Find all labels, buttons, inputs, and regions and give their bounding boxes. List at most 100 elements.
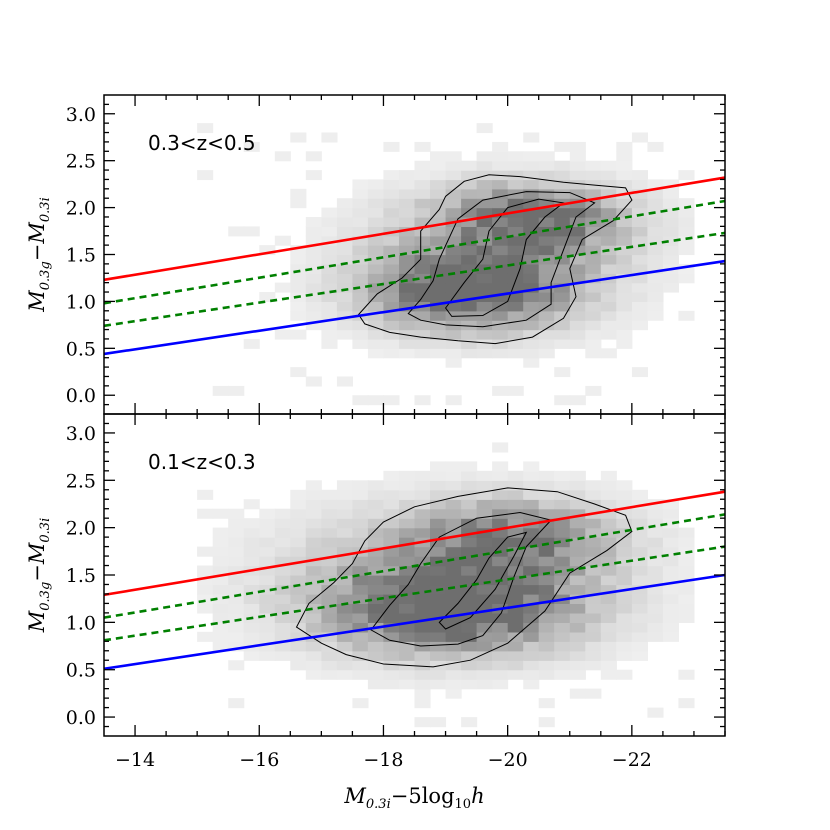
density-cell: [259, 546, 276, 557]
density-cell: [383, 320, 400, 331]
density-cell: [461, 245, 478, 256]
density-cell: [476, 123, 493, 134]
density-cell: [616, 669, 633, 680]
density-cell: [616, 160, 633, 171]
density-cell: [290, 537, 307, 548]
density-cell: [554, 292, 571, 302]
density-cell: [492, 226, 509, 237]
density-cell: [352, 641, 369, 652]
density-cell: [662, 235, 679, 246]
density-cell: [492, 254, 509, 265]
density-cell: [476, 160, 493, 171]
density-cell: [274, 537, 291, 548]
density-cell: [507, 170, 524, 181]
density-cell: [492, 556, 509, 567]
density-cell: [243, 584, 260, 595]
density-cell: [274, 508, 291, 519]
density-cell: [274, 622, 291, 633]
density-contour: [370, 511, 553, 647]
density-cell: [507, 584, 524, 595]
density-cell: [414, 263, 431, 274]
density-cell: [507, 518, 524, 529]
density-cell: [383, 198, 400, 209]
density-cell: [352, 669, 369, 680]
density-cell: [336, 593, 353, 604]
density-cell: [678, 217, 695, 227]
density-cell: [383, 273, 400, 284]
density-cell: [259, 292, 276, 302]
density-cell: [383, 584, 400, 595]
density-cell: [399, 565, 416, 576]
density-cell: [600, 527, 617, 538]
density-cell: [321, 292, 338, 302]
density-cell: [631, 499, 648, 510]
density-cell: [197, 584, 214, 595]
density-cell: [538, 660, 555, 671]
density-cell: [507, 499, 524, 510]
density-cell: [647, 575, 664, 586]
density-cell: [197, 170, 214, 181]
density-cell: [336, 603, 353, 614]
density-cell: [305, 622, 322, 633]
density-cell: [507, 226, 524, 237]
density-cell: [585, 245, 602, 256]
density-cell: [600, 329, 617, 340]
density-cell: [631, 170, 648, 181]
density-cell: [492, 518, 509, 529]
density-cell: [538, 301, 555, 312]
density-cell: [228, 508, 245, 519]
density-cell: [492, 273, 509, 284]
density-cell: [492, 442, 509, 453]
density-contour: [295, 487, 633, 668]
density-cell: [336, 584, 353, 595]
density-cell: [569, 263, 586, 274]
density-cell: [399, 480, 416, 491]
density-cell: [383, 499, 400, 510]
top-panel-redshift-label: 0.3<z<0.5: [148, 131, 256, 155]
density-cell: [569, 207, 586, 218]
density-cell: [259, 612, 276, 623]
density-cell: [228, 546, 245, 557]
density-cell: [600, 499, 617, 510]
density-cell: [647, 263, 664, 274]
density-cell: [523, 245, 540, 256]
density-cell: [321, 641, 338, 652]
density-cell: [414, 489, 431, 500]
density-cell: [554, 660, 571, 671]
density-cell: [523, 537, 540, 548]
blue-solid-line: [103, 259, 726, 356]
density-cell: [631, 556, 648, 567]
density-cell: [616, 207, 633, 218]
density-cell: [569, 575, 586, 586]
density-cell: [414, 141, 431, 152]
density-cell: [476, 282, 493, 293]
density-cell: [305, 480, 322, 491]
density-cell: [492, 141, 509, 152]
density-cell: [414, 395, 431, 406]
density-cell: [492, 461, 509, 472]
density-cell: [290, 198, 307, 209]
density-cell: [569, 565, 586, 576]
density-cell: [600, 603, 617, 614]
density-cell: [585, 282, 602, 293]
y-tick-label: 2.5: [66, 151, 96, 173]
density-cell: [507, 641, 524, 652]
density-cell: [383, 179, 400, 190]
density-cell: [476, 622, 493, 633]
density-cell: [507, 245, 524, 256]
density-cell: [399, 470, 416, 481]
density-cell: [414, 593, 431, 604]
y-tick-label: 0.0: [66, 707, 96, 729]
density-cell: [554, 329, 571, 340]
y-tick-label: 1.5: [66, 245, 96, 267]
density-cell: [662, 188, 679, 199]
density-cell: [336, 282, 353, 293]
density-cell: [523, 207, 540, 218]
density-cell: [461, 301, 478, 312]
density-cell: [476, 151, 493, 162]
density-cell: [336, 546, 353, 557]
density-cell: [507, 556, 524, 567]
density-cell: [414, 508, 431, 519]
density-cell: [538, 329, 555, 340]
density-cell: [538, 320, 555, 331]
